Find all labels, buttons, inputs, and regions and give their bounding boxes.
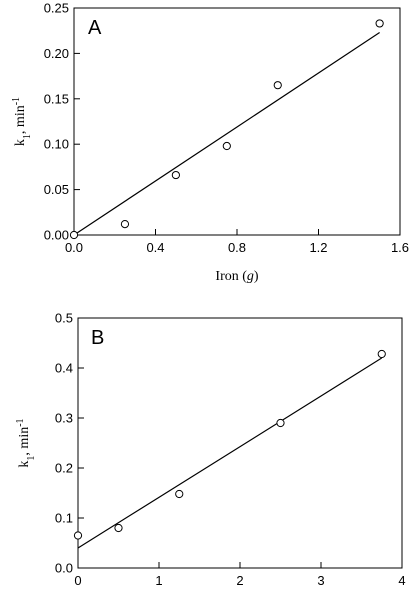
plot-frame [77,317,403,569]
data-point [171,170,180,180]
x-tick-label: 2 [236,573,243,588]
fit-line [77,357,383,549]
y-axis-title: k1, min-1 [11,97,33,146]
panel-letter: A [88,17,102,39]
panel-a: 0.00 0.05 0.10 0.15 0.20 0.25 0.0 0.4 0.8 1.2 1.6 A… [11,1,410,285]
fit-line [73,32,380,236]
panel-b: 0.00.10.20.30.40.501234BPallidium ( x 1E… [15,311,406,589]
data-point [114,523,123,533]
x-tick-label: 3 [317,573,324,588]
y-tick-label: 0.20 [44,46,69,61]
y-tick-label: 0.10 [44,137,69,152]
x-tick-label: 0 [74,573,81,588]
data-point [377,349,386,359]
x-tick-label: 1.6 [391,240,409,255]
y-tick-label: 0.1 [55,511,73,526]
x-tick-label: 0.4 [146,240,164,255]
x-axis-title: Iron (g) [215,269,259,284]
x-tick-label: 1.2 [309,240,327,255]
data-point [375,19,384,28]
y-tick-label: 0.00 [44,228,69,243]
y-tick-label: 0.15 [44,91,69,106]
data-point [175,489,184,499]
y-tick-label: 0.25 [44,1,69,16]
x-tick-label: 4 [398,573,405,588]
y-tick-label: 0.3 [55,411,73,426]
plot-frame [73,7,401,236]
data-point [69,230,79,240]
y-tick-label: 0.5 [55,311,73,326]
data-point [276,418,285,428]
data-point [222,141,231,151]
y-axis-title: k1, min-1 [15,418,37,467]
panel-letter: B [91,327,104,349]
data-point [273,81,282,90]
data-point [120,220,130,229]
y-tick-label: 0.2 [55,461,73,476]
x-tick-label: 1 [155,573,162,588]
y-tick-label: 0.4 [55,361,73,376]
x-tick-label: 0.0 [65,240,83,255]
y-tick-label: 0.0 [55,561,73,576]
data-point [73,531,83,540]
y-tick-label: 0.05 [44,182,69,197]
x-tick-label: 0.8 [228,240,246,255]
